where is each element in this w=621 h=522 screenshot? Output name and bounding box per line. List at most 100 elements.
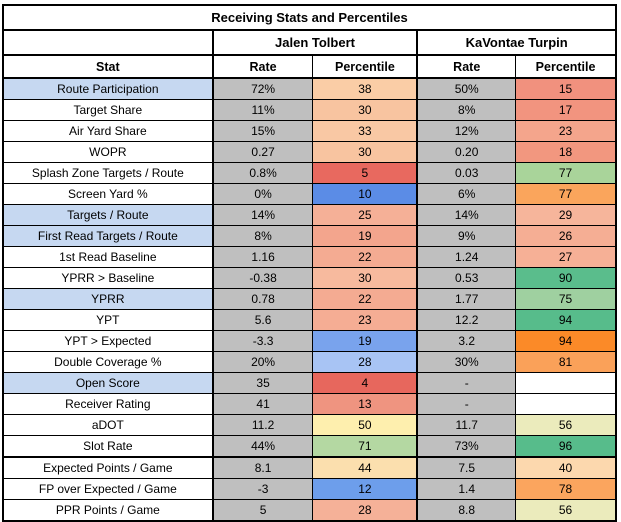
- stat-label: YPT > Expected: [2, 330, 214, 352]
- table-row: YPT 5.6 23 12.2 94: [2, 309, 617, 331]
- percentile-cell-jalen: 44: [312, 456, 418, 479]
- rate-cell-jalen: 41: [211, 393, 314, 415]
- table-row: Double Coverage % 20% 28 30% 81: [2, 351, 617, 373]
- percentile-cell-jalen: 71: [312, 435, 418, 458]
- percentile-cell-kavontae: 81: [515, 351, 617, 373]
- rate-cell-kavontae: 0.03: [416, 162, 517, 184]
- rate-cell-kavontae: 50%: [416, 77, 517, 100]
- col-header-percentile-jalen: Percentile: [312, 54, 418, 79]
- percentile-cell-kavontae: 23: [515, 120, 617, 142]
- percentile-cell-jalen: 30: [312, 141, 418, 163]
- table-row: Air Yard Share 15% 33 12% 23: [2, 120, 617, 142]
- percentile-cell-jalen: 50: [312, 414, 418, 436]
- rate-cell-jalen: 15%: [211, 120, 314, 142]
- rate-cell-kavontae: 6%: [416, 183, 517, 205]
- percentile-cell-jalen: 19: [312, 330, 418, 352]
- percentile-cell-kavontae: 94: [515, 309, 617, 331]
- rate-cell-jalen: 0%: [211, 183, 314, 205]
- stat-label: PPR Points / Game: [2, 499, 214, 522]
- stat-label: Slot Rate: [2, 435, 214, 458]
- percentile-cell-kavontae: 18: [515, 141, 617, 163]
- percentile-cell-kavontae: 96: [515, 435, 617, 458]
- stat-label: Splash Zone Targets / Route: [2, 162, 214, 184]
- rate-cell-jalen: 11.2: [211, 414, 314, 436]
- stat-label: 1st Read Baseline: [2, 246, 214, 268]
- percentile-cell-kavontae: [515, 372, 617, 394]
- blank-corner-cell: [2, 29, 214, 56]
- table-row: 1st Read Baseline 1.16 22 1.24 27: [2, 246, 617, 268]
- rate-cell-jalen: -3: [211, 478, 314, 500]
- stat-label: First Read Targets / Route: [2, 225, 214, 247]
- table-row: YPRR 0.78 22 1.77 75: [2, 288, 617, 310]
- table-row: Open Score 35 4-: [2, 372, 617, 394]
- percentile-cell-jalen: 33: [312, 120, 418, 142]
- stat-label: Double Coverage %: [2, 351, 214, 373]
- stat-label: FP over Expected / Game: [2, 478, 214, 500]
- rate-cell-jalen: -0.38: [211, 267, 314, 289]
- percentile-cell-jalen: 22: [312, 288, 418, 310]
- table-row: aDOT 11.2 50 11.7 56: [2, 414, 617, 436]
- percentile-cell-jalen: 30: [312, 99, 418, 121]
- col-header-rate-jalen: Rate: [211, 54, 314, 79]
- stat-label: aDOT: [2, 414, 214, 436]
- percentile-cell-jalen: 4: [312, 372, 418, 394]
- table-row: YPRR > Baseline -0.38 30 0.53 90: [2, 267, 617, 289]
- percentile-cell-kavontae: 15: [515, 77, 617, 100]
- rate-cell-jalen: 0.8%: [211, 162, 314, 184]
- stat-label: Open Score: [2, 372, 214, 394]
- rate-cell-jalen: -3.3: [211, 330, 314, 352]
- rate-cell-kavontae: 1.77: [416, 288, 517, 310]
- col-header-percentile-kavontae: Percentile: [515, 54, 617, 79]
- stat-label: Route Participation: [2, 77, 214, 100]
- receiving-stats-table-container: Receiving Stats and Percentiles Jalen To…: [2, 4, 617, 522]
- title-row: Receiving Stats and Percentiles: [2, 4, 617, 31]
- table-row: Targets / Route 14% 25 14% 29: [2, 204, 617, 226]
- rate-cell-kavontae: 0.53: [416, 267, 517, 289]
- col-header-stat: Stat: [2, 54, 214, 79]
- rate-cell-jalen: 14%: [211, 204, 314, 226]
- stat-label: Expected Points / Game: [2, 456, 214, 479]
- rate-cell-jalen: 8%: [211, 225, 314, 247]
- rate-cell-jalen: 20%: [211, 351, 314, 373]
- percentile-cell-jalen: 38: [312, 77, 418, 100]
- stat-label: YPRR > Baseline: [2, 267, 214, 289]
- rate-cell-kavontae: 1.24: [416, 246, 517, 268]
- table-row: Splash Zone Targets / Route 0.8% 5 0.03 77: [2, 162, 617, 184]
- rate-cell-kavontae: 12%: [416, 120, 517, 142]
- stat-label: WOPR: [2, 141, 214, 163]
- percentile-cell-jalen: 28: [312, 351, 418, 373]
- percentile-cell-jalen: 30: [312, 267, 418, 289]
- table-row: Slot Rate 44% 71 73% 96: [2, 435, 617, 458]
- percentile-cell-kavontae: 17: [515, 99, 617, 121]
- table-row: Expected Points / Game 8.1 44 7.5 40: [2, 456, 617, 479]
- rate-cell-kavontae: 12.2: [416, 309, 517, 331]
- percentile-cell-jalen: 13: [312, 393, 418, 415]
- percentile-cell-jalen: 23: [312, 309, 418, 331]
- stat-label: Target Share: [2, 99, 214, 121]
- rate-cell-kavontae: 14%: [416, 204, 517, 226]
- percentile-cell-kavontae: 77: [515, 162, 617, 184]
- table-row: WOPR 0.27 30 0.20 18: [2, 141, 617, 163]
- table-row: Route Participation 72% 38 50% 15: [2, 77, 617, 100]
- col-header-rate-kavontae: Rate: [416, 54, 517, 79]
- player-name-kavontae-turpin: KaVontae Turpin: [416, 29, 617, 56]
- rate-cell-jalen: 1.16: [211, 246, 314, 268]
- percentile-cell-kavontae: 56: [515, 499, 617, 522]
- stat-label: YPT: [2, 309, 214, 331]
- percentile-cell-jalen: 12: [312, 478, 418, 500]
- rate-cell-kavontae: 73%: [416, 435, 517, 458]
- rate-cell-kavontae: -: [416, 372, 517, 394]
- rate-cell-jalen: 8.1: [211, 456, 314, 479]
- percentile-cell-kavontae: 78: [515, 478, 617, 500]
- rate-cell-kavontae: 3.2: [416, 330, 517, 352]
- rate-cell-jalen: 0.78: [211, 288, 314, 310]
- rate-cell-kavontae: 7.5: [416, 456, 517, 479]
- rate-cell-kavontae: 1.4: [416, 478, 517, 500]
- stats-table-body: Route Participation 72% 38 50% 15 Target Shar…: [2, 77, 617, 522]
- percentile-cell-kavontae: 56: [515, 414, 617, 436]
- table-row: Target Share 11% 30 8% 17: [2, 99, 617, 121]
- table-title: Receiving Stats and Percentiles: [2, 4, 617, 31]
- percentile-cell-kavontae: 29: [515, 204, 617, 226]
- percentile-cell-kavontae: 90: [515, 267, 617, 289]
- rate-cell-jalen: 35: [211, 372, 314, 394]
